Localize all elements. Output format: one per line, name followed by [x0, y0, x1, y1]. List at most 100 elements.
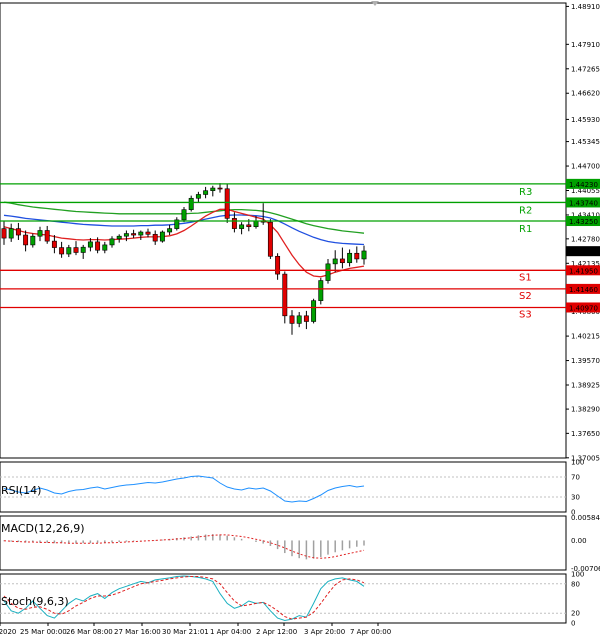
candle-body: [87, 241, 93, 248]
candle-body: [30, 235, 36, 246]
stoch-signal-line: [3, 576, 365, 620]
macd-signal-line: [3, 534, 365, 559]
candle-body: [123, 233, 129, 237]
price-tick-label: 1.44055: [571, 187, 600, 195]
candle-body: [203, 190, 209, 195]
candle-body: [325, 263, 331, 281]
price-tick-label: 1.45345: [571, 138, 600, 146]
level-label-r3: R3: [519, 187, 532, 198]
level-price-value: 1.43250: [569, 218, 598, 226]
price-tick-label: 1.37005: [571, 454, 600, 462]
stoch-tick-label: 80: [571, 580, 580, 588]
rsi-tick-label: 0: [571, 509, 575, 517]
candle-body: [59, 247, 65, 255]
candle-body: [138, 231, 144, 236]
candle-body: [224, 188, 230, 219]
candle-body: [275, 255, 281, 275]
x-tick-label: 30 Mar 21:01: [162, 628, 209, 636]
macd-tick-label: 0.005847: [571, 514, 600, 522]
price-tick-label: 1.47910: [571, 41, 600, 49]
x-tick-label: 26 Mar 08:00: [66, 628, 113, 636]
candle-body: [282, 273, 288, 317]
candle-body: [23, 234, 29, 246]
candle-body: [210, 187, 216, 191]
candle-body: [354, 252, 360, 260]
rsi-tick-label: 30: [571, 494, 580, 502]
x-tick-label: 3 Apr 20:00: [304, 628, 345, 636]
level-price-value: 1.40970: [569, 304, 598, 312]
candle-body: [231, 218, 237, 229]
price-tick-label: 1.48910: [571, 3, 600, 11]
candle-body: [188, 197, 194, 210]
level-price-tag: [566, 216, 600, 227]
candle-body: [181, 209, 187, 221]
candle-body: [318, 280, 324, 301]
stoch-pane-frame: [0, 573, 567, 624]
candle-body: [217, 187, 223, 190]
level-price-tag: [566, 302, 600, 313]
rsi-label: RSI(14): [1, 484, 41, 497]
candle-body: [347, 252, 353, 264]
level-label-r1: R1: [519, 224, 532, 235]
candle-body: [174, 219, 180, 229]
level-price-tag: [566, 197, 600, 208]
candle-body: [296, 315, 302, 324]
level-label-s3: S3: [519, 309, 532, 320]
level-label-s2: S2: [519, 291, 532, 302]
candle-body: [116, 235, 122, 240]
candle-body: [152, 233, 158, 242]
last-price-tag: [566, 246, 600, 257]
price-tick-label: 1.38925: [571, 382, 600, 390]
level-price-value: 1.43740: [569, 199, 598, 207]
stoch-tick-label: 100: [571, 571, 584, 579]
price-tick-label: 1.38290: [571, 406, 600, 414]
level-price-tag: [566, 178, 600, 189]
candle-body: [37, 230, 43, 237]
macd-label: MACD(12,26,9): [1, 522, 85, 535]
ma-blue-line: [3, 214, 365, 246]
candle-body: [239, 224, 245, 229]
stoch-main-line: [3, 575, 365, 622]
level-price-tag: [566, 283, 600, 294]
x-tick-label: 7 Apr 00:00: [350, 628, 391, 636]
price-pane-frame: [0, 2, 567, 459]
price-tick-label: 1.43410: [571, 211, 600, 219]
rsi-tick-label: 70: [571, 474, 580, 482]
candle-body: [339, 258, 345, 264]
candle-body: [361, 250, 367, 260]
candle-body: [267, 221, 273, 257]
candle-body: [159, 231, 165, 242]
x-tick-label: 27 Mar 16:00: [114, 628, 161, 636]
rsi-line: [3, 475, 365, 503]
rsi-tick-label: 100: [571, 459, 584, 467]
candle-body: [195, 194, 201, 199]
price-tick-label: 1.42135: [571, 260, 600, 268]
candle-body: [102, 244, 108, 251]
x-tick-label: 2 Apr 12:00: [256, 628, 297, 636]
price-tick-label: 1.47265: [571, 65, 600, 73]
candle-body: [289, 315, 295, 324]
price-pane: 1.48910 1.47910 1.47265 1.46620 1.45930 1.453…: [0, 2, 600, 462]
candle-body: [1, 228, 7, 239]
candle-body: [44, 230, 50, 242]
stoch-label: Stoch(9,6,3): [1, 595, 69, 608]
candle-body: [51, 240, 57, 248]
candle-body: [131, 233, 137, 236]
candle-body: [303, 315, 309, 322]
stoch-tick-label: 0: [571, 620, 575, 628]
candle-body: [246, 224, 252, 228]
level-price-value: 1.41460: [569, 286, 598, 294]
candle-body: [66, 247, 72, 255]
rsi-pane: 100 70 30 0 RSI(14): [0, 459, 584, 517]
candle-body: [109, 238, 115, 246]
chart-shift-marker: [371, 1, 379, 6]
level-label-r2: R2: [519, 205, 532, 216]
x-tick-label: 1 Apr 04:00: [210, 628, 251, 636]
macd-pane-frame: [0, 515, 567, 571]
macd-tick-label: 0.00: [571, 537, 587, 545]
candle-body: [145, 231, 151, 235]
